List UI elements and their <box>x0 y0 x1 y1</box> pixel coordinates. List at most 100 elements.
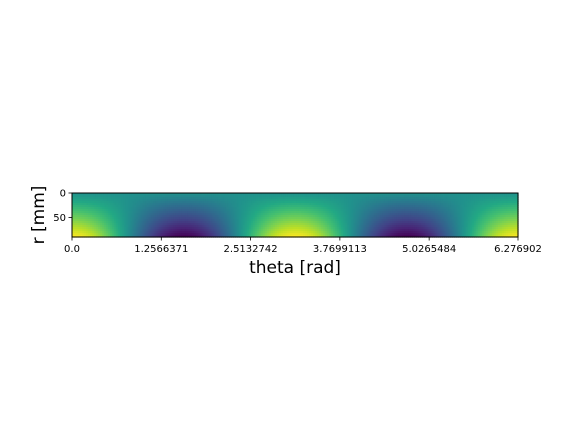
heatmap-cell <box>406 217 410 220</box>
heatmap-cell <box>291 225 294 228</box>
heatmap-cell <box>500 199 503 202</box>
heatmap-cell <box>257 221 260 224</box>
heatmap-cell <box>420 197 424 200</box>
heatmap-cell <box>81 193 85 196</box>
heatmap-cell <box>336 223 340 226</box>
heatmap-cell <box>193 195 197 198</box>
heatmap-cell <box>137 211 141 214</box>
heatmap-cell <box>161 205 165 208</box>
heatmap-cell <box>185 195 189 198</box>
heatmap-cell <box>179 203 183 206</box>
heatmap-cell <box>372 199 376 202</box>
heatmap-cell <box>169 233 173 236</box>
heatmap-cell <box>352 221 356 224</box>
heatmap-cell <box>95 195 99 198</box>
heatmap-cell <box>211 197 214 200</box>
heatmap-cell <box>277 193 280 196</box>
heatmap-cell <box>338 209 342 212</box>
heatmap-cell <box>424 235 428 238</box>
heatmap-cell <box>354 235 358 238</box>
heatmap-cell <box>167 231 171 234</box>
heatmap-cell <box>185 201 189 204</box>
heatmap-cell <box>474 235 477 238</box>
heatmap-cell <box>141 229 145 232</box>
heatmap-cell <box>298 213 302 216</box>
heatmap-cell <box>255 221 258 224</box>
heatmap-cell <box>83 197 87 200</box>
heatmap-cell <box>293 219 296 222</box>
heatmap-cell <box>269 211 272 214</box>
heatmap-cell <box>496 193 499 196</box>
heatmap-cell <box>285 217 288 220</box>
heatmap-cell <box>253 215 256 218</box>
heatmap-cell <box>109 199 113 202</box>
heatmap-cell <box>442 221 445 224</box>
heatmap-cell <box>516 229 519 232</box>
heatmap-cell <box>462 213 465 216</box>
heatmap-cell <box>245 207 248 210</box>
heatmap-cell <box>91 205 95 208</box>
heatmap-cell <box>370 207 374 210</box>
heatmap-cell <box>117 201 121 204</box>
heatmap-cell <box>165 195 169 198</box>
heatmap-cell <box>85 229 89 232</box>
heatmap-cell <box>330 195 334 198</box>
heatmap-cell <box>352 227 356 230</box>
heatmap-cell <box>157 203 161 206</box>
heatmap-cell <box>356 197 360 200</box>
heatmap-cell <box>159 201 163 204</box>
heatmap-cell <box>474 215 477 218</box>
heatmap-cell <box>113 205 117 208</box>
heatmap-cell <box>279 227 282 230</box>
heatmap-cell <box>298 225 302 228</box>
heatmap-cell <box>275 221 278 224</box>
heatmap-cell <box>306 193 310 196</box>
heatmap-cell <box>203 199 206 202</box>
heatmap-cell <box>412 233 416 236</box>
heatmap-cell <box>179 235 183 238</box>
heatmap-cell <box>195 199 199 202</box>
heatmap-cell <box>320 215 324 218</box>
heatmap-cell <box>318 215 322 218</box>
heatmap-cell <box>259 219 262 222</box>
heatmap-cell <box>400 235 404 238</box>
heatmap-cell <box>346 223 350 226</box>
heatmap-cell <box>261 223 264 226</box>
heatmap-cell <box>233 235 236 238</box>
heatmap-cell <box>376 213 380 216</box>
heatmap-cell <box>79 227 83 230</box>
heatmap-cell <box>514 201 517 204</box>
heatmap-cell <box>482 233 485 236</box>
heatmap-cell <box>454 229 457 232</box>
heatmap-cell <box>223 213 226 216</box>
heatmap-cell <box>324 193 328 196</box>
heatmap-cell <box>121 217 125 220</box>
heatmap-cell <box>181 231 185 234</box>
heatmap-cell <box>384 223 388 226</box>
heatmap-cell <box>408 231 412 234</box>
heatmap-cell <box>442 231 445 234</box>
heatmap-cell <box>304 199 308 202</box>
heatmap-cell <box>215 219 218 222</box>
heatmap-cell <box>229 193 232 196</box>
heatmap-cell <box>502 229 505 232</box>
heatmap-cell <box>249 209 252 212</box>
heatmap-cell <box>203 209 206 212</box>
heatmap-cell <box>482 225 485 228</box>
heatmap-cell <box>486 225 489 228</box>
heatmap-cell <box>75 225 79 228</box>
heatmap-cell <box>269 233 272 236</box>
heatmap-cell <box>229 217 232 220</box>
heatmap-cell <box>312 219 316 222</box>
heatmap-cell <box>392 207 396 210</box>
heatmap-cell <box>392 203 396 206</box>
heatmap-cell <box>209 199 212 202</box>
heatmap-cell <box>430 225 433 228</box>
heatmap-cell <box>121 229 125 232</box>
heatmap-cell <box>157 201 161 204</box>
heatmap-cell <box>472 203 475 206</box>
heatmap-cell <box>512 219 515 222</box>
heatmap-cell <box>153 205 157 208</box>
heatmap-cell <box>370 211 374 214</box>
heatmap-cell <box>398 205 402 208</box>
